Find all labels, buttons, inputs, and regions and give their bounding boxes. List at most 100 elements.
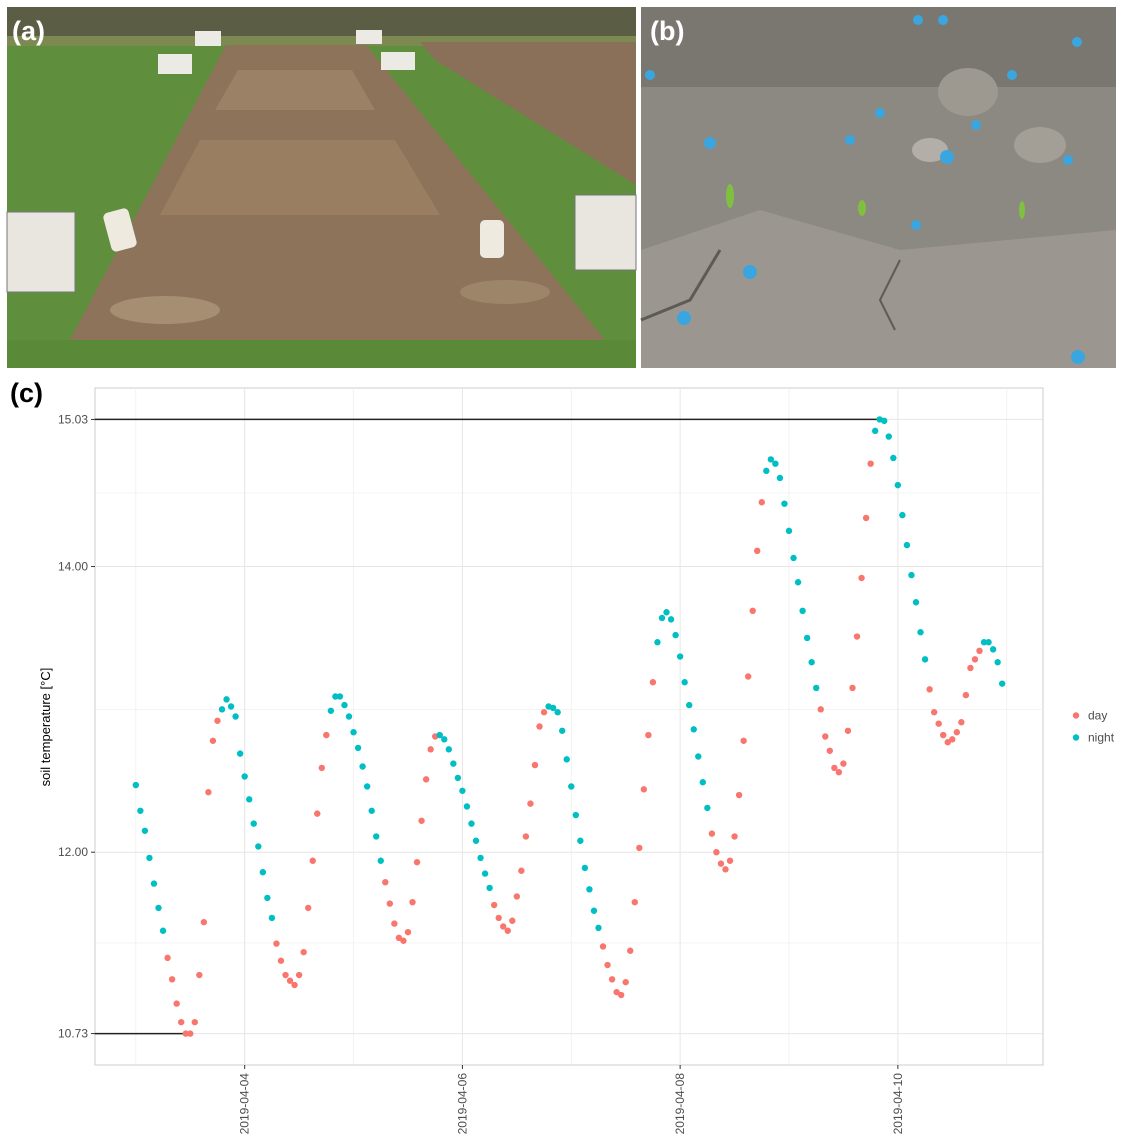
point (582, 865, 588, 871)
point (881, 418, 887, 424)
point (173, 1000, 179, 1006)
point (210, 738, 216, 744)
point (523, 833, 529, 839)
point (282, 972, 288, 978)
point (205, 789, 211, 795)
point (740, 738, 746, 744)
point (260, 869, 266, 875)
point (255, 843, 261, 849)
x-tick-label: 2019-04-06 (455, 1073, 469, 1135)
point (808, 659, 814, 665)
point (840, 760, 846, 766)
point (600, 943, 606, 949)
point (464, 803, 470, 809)
point (750, 608, 756, 614)
point (691, 726, 697, 732)
point (473, 838, 479, 844)
point (681, 679, 687, 685)
point (908, 572, 914, 578)
point (926, 686, 932, 692)
point (368, 808, 374, 814)
point (400, 938, 406, 944)
point (999, 680, 1005, 686)
point (976, 648, 982, 654)
point (509, 918, 515, 924)
point (446, 746, 452, 752)
point (414, 859, 420, 865)
point (314, 810, 320, 816)
point (731, 833, 737, 839)
point (142, 828, 148, 834)
point (777, 475, 783, 481)
point (704, 805, 710, 811)
y-tick-label: 15.03 (58, 412, 88, 426)
point (799, 608, 805, 614)
x-tick-label: 2019-04-10 (891, 1073, 905, 1135)
point (963, 692, 969, 698)
point (423, 776, 429, 782)
point (346, 713, 352, 719)
point (795, 579, 801, 585)
point (405, 929, 411, 935)
point (455, 775, 461, 781)
point (863, 515, 869, 521)
panel-label: (a) (12, 16, 45, 46)
point (659, 615, 665, 621)
point (940, 732, 946, 738)
legend-marker (1073, 734, 1079, 740)
point (219, 706, 225, 712)
point (994, 659, 1000, 665)
point (151, 880, 157, 886)
point (858, 575, 864, 581)
point (781, 500, 787, 506)
point (269, 915, 275, 921)
point (958, 719, 964, 725)
point (337, 693, 343, 699)
point (278, 958, 284, 964)
point (527, 800, 533, 806)
point (677, 653, 683, 659)
point (672, 632, 678, 638)
point (836, 769, 842, 775)
point (713, 849, 719, 855)
legend-label: day (1088, 709, 1107, 723)
point (813, 685, 819, 691)
point (187, 1030, 193, 1036)
point (164, 955, 170, 961)
point (355, 745, 361, 751)
point (990, 646, 996, 652)
point (192, 1019, 198, 1025)
point (486, 885, 492, 891)
point (591, 908, 597, 914)
point (867, 460, 873, 466)
point (482, 870, 488, 876)
point (636, 845, 642, 851)
point (350, 729, 356, 735)
point (251, 820, 257, 826)
point (418, 818, 424, 824)
point (146, 855, 152, 861)
point (586, 886, 592, 892)
point (559, 728, 565, 734)
point (387, 900, 393, 906)
point (954, 729, 960, 735)
point (935, 720, 941, 726)
legend-marker (1073, 712, 1079, 718)
point (564, 756, 570, 762)
point (223, 696, 229, 702)
point (310, 858, 316, 864)
point (382, 879, 388, 885)
point (518, 868, 524, 874)
point (754, 548, 760, 554)
point (409, 899, 415, 905)
point (804, 635, 810, 641)
point (137, 808, 143, 814)
point (201, 919, 207, 925)
point (763, 468, 769, 474)
point (985, 639, 991, 645)
point (323, 732, 329, 738)
point (872, 428, 878, 434)
point (246, 796, 252, 802)
point (632, 899, 638, 905)
y-tick-label: 14.00 (58, 560, 88, 574)
